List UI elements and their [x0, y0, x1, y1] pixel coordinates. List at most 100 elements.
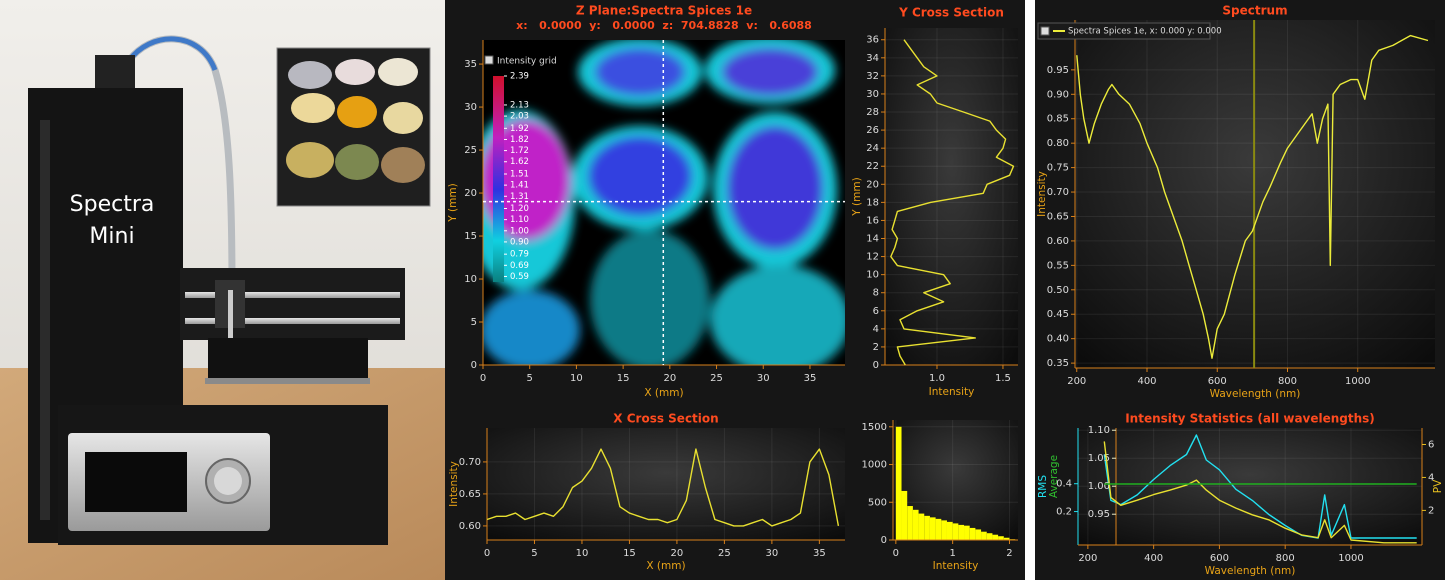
rod — [185, 318, 400, 324]
histogram-bar — [918, 513, 925, 540]
colorbar-label: 1.00 — [510, 226, 529, 236]
x-tick-label: 400 — [1137, 376, 1156, 387]
blob — [483, 120, 570, 240]
axis-title: X (mm) — [646, 560, 685, 572]
x-tick-label: 0 — [893, 548, 899, 559]
spice — [337, 96, 377, 128]
device-photo: Spectra Mini — [0, 0, 445, 580]
spice — [288, 61, 332, 89]
x-tick-label: 200 — [1078, 553, 1097, 564]
axis-title: Y (mm) — [447, 183, 459, 222]
blob — [595, 48, 685, 96]
y-tick-label: 0.90 — [1047, 89, 1069, 100]
x-tick-label: 15 — [623, 548, 636, 559]
colorbar-label: 1.62 — [510, 157, 529, 167]
histogram-bar — [958, 524, 965, 540]
probe — [228, 290, 233, 350]
x-tick-label: 25 — [718, 548, 731, 559]
histogram-bar — [964, 525, 970, 540]
y-tick-label: 0.50 — [1047, 285, 1069, 296]
y-tick-label: 18 — [866, 197, 879, 208]
plot-area — [1078, 428, 1422, 545]
y-tick-label: 0.65 — [1047, 211, 1069, 222]
y-tick-label: 26 — [866, 125, 879, 136]
x-tick-label: 25 — [710, 373, 723, 384]
y-tick-label: 0.60 — [459, 521, 481, 532]
colorbar-label: 0.59 — [510, 272, 529, 282]
y-tick-label: 8 — [873, 288, 879, 299]
y-tick-label: 0.95 — [1047, 65, 1069, 76]
x-tick-label: 10 — [570, 373, 583, 384]
histogram-bar — [975, 529, 982, 540]
x-tick-label: 35 — [813, 548, 826, 559]
y-tick-label: 28 — [866, 107, 879, 118]
y-tick-label: 16 — [866, 215, 879, 226]
bed-plate — [205, 378, 370, 384]
colorbar-label: 1.31 — [510, 192, 529, 202]
y-tick-label: 20 — [866, 179, 879, 190]
chart-title: Y Cross Section — [898, 6, 1004, 20]
colorbar-label: 0.79 — [510, 250, 529, 260]
blob — [483, 290, 580, 365]
blob — [590, 230, 710, 365]
plot-area — [487, 428, 845, 540]
y-tick-label: 22 — [866, 161, 879, 172]
chart-title: Z Plane:Spectra Spices 1e — [576, 4, 752, 18]
y-tick-label: 6 — [873, 306, 879, 317]
x-tick-label: 20 — [671, 548, 684, 559]
histogram-bar — [895, 426, 902, 540]
colorbar — [493, 76, 504, 282]
y-tick-label: 0.85 — [1047, 114, 1069, 125]
y-tick-label: 6 — [1428, 439, 1434, 450]
data-line — [1076, 34, 1429, 359]
x-tick-label: 400 — [1144, 553, 1163, 564]
colorbar-label: 2.39 — [510, 72, 529, 82]
blob — [588, 136, 692, 216]
arm — [180, 268, 405, 340]
x-tick-label: 5 — [527, 373, 533, 384]
colorbar-label: 1.20 — [510, 204, 529, 214]
histogram-bar — [992, 534, 999, 540]
spice — [383, 102, 423, 134]
y-tick-label: 0.70 — [459, 457, 481, 468]
rod — [185, 292, 400, 298]
x-tick-label: 600 — [1210, 553, 1229, 564]
spice — [291, 93, 335, 123]
y-tick-label: 10 — [866, 270, 879, 281]
x-tick-label: 1000 — [1338, 553, 1363, 564]
y-tick-label: 0.80 — [1047, 138, 1069, 149]
y-tick-label: 15 — [464, 231, 477, 242]
axis-title: PV — [1432, 479, 1444, 493]
legend-box — [1037, 22, 1211, 40]
spice — [381, 147, 425, 183]
histogram-bar — [935, 518, 942, 540]
y-tick-label: 0.65 — [459, 489, 481, 500]
data-line — [890, 39, 1015, 366]
axis-title: Y (mm) — [851, 177, 863, 216]
y-tick-label: 30 — [866, 89, 879, 100]
y-tick-label: 0.40 — [1047, 334, 1069, 345]
y-tick-label: 12 — [866, 252, 879, 263]
y-tick-label: 0.45 — [1047, 309, 1069, 320]
histogram-bar — [952, 523, 959, 540]
axis-title: Wavelength (nm) — [1205, 565, 1296, 577]
data-line — [486, 448, 840, 527]
legend-label: Spectra Spices 1e, x: 0.000 y: 0.000 — [1068, 27, 1222, 37]
x-tick-label: 600 — [1208, 376, 1227, 387]
y-tick-label: 1.05 — [1088, 453, 1110, 464]
histogram-bar — [998, 536, 1004, 540]
colorbar-label: 1.82 — [510, 135, 529, 145]
x-tick-label: 30 — [766, 548, 779, 559]
y-tick-label: 1.10 — [1088, 425, 1110, 436]
x-tick-label: 1.5 — [995, 373, 1011, 384]
y-tick-label: 2 — [1428, 505, 1434, 516]
legend-label: Intensity grid — [497, 57, 557, 67]
y-tick-label: 14 — [866, 234, 879, 245]
y-tick-label: 2 — [873, 342, 879, 353]
blob — [710, 265, 845, 365]
x-tick-label: 0 — [484, 548, 490, 559]
spice — [335, 59, 375, 85]
x-tick-label: 1 — [949, 548, 955, 559]
x-tick-label: 2 — [1006, 548, 1012, 559]
